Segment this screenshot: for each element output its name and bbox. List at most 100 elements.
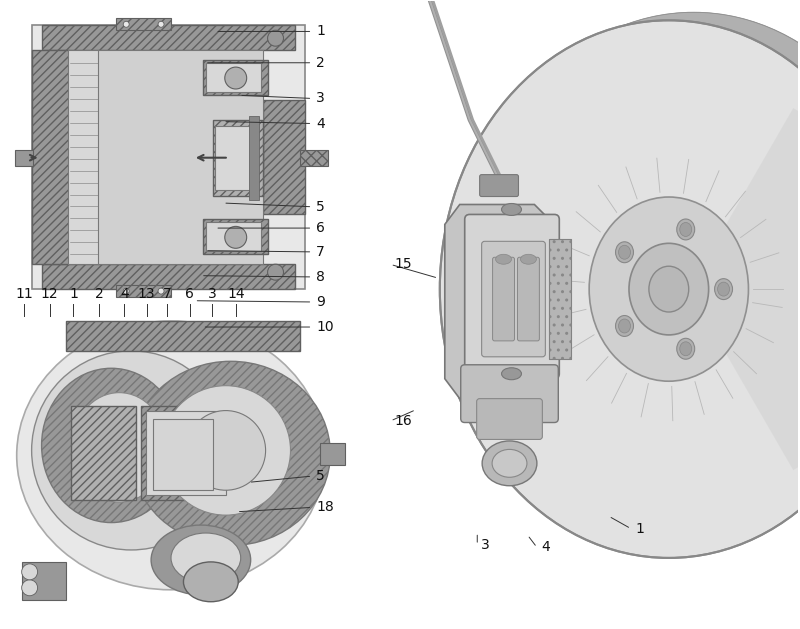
- Ellipse shape: [225, 67, 246, 89]
- Bar: [98, 50, 262, 264]
- FancyBboxPatch shape: [461, 365, 558, 423]
- Circle shape: [123, 288, 130, 294]
- Circle shape: [158, 21, 164, 27]
- Polygon shape: [445, 204, 550, 399]
- Ellipse shape: [492, 449, 527, 477]
- Bar: [550, 239, 571, 359]
- Ellipse shape: [502, 368, 522, 380]
- Text: 6: 6: [186, 287, 194, 301]
- Ellipse shape: [470, 13, 800, 535]
- Bar: [32, 25, 306, 289]
- Text: 18: 18: [316, 501, 334, 515]
- Text: 7: 7: [163, 287, 172, 301]
- Ellipse shape: [131, 361, 330, 545]
- Text: 14: 14: [227, 287, 245, 301]
- Ellipse shape: [714, 279, 733, 299]
- Text: 1: 1: [635, 521, 644, 536]
- Bar: [146, 411, 226, 495]
- Bar: [206, 63, 261, 92]
- Bar: [153, 418, 213, 490]
- FancyBboxPatch shape: [480, 175, 518, 196]
- Ellipse shape: [42, 368, 181, 523]
- Bar: [550, 239, 571, 359]
- Ellipse shape: [649, 266, 689, 312]
- Text: 1: 1: [69, 287, 78, 301]
- FancyBboxPatch shape: [477, 399, 542, 440]
- Bar: [66, 321, 301, 351]
- Bar: [213, 120, 262, 196]
- Ellipse shape: [186, 411, 266, 490]
- Text: 6: 6: [316, 221, 326, 235]
- Bar: [206, 223, 261, 251]
- Ellipse shape: [680, 223, 692, 237]
- FancyBboxPatch shape: [465, 214, 559, 379]
- Text: 15: 15: [394, 257, 412, 271]
- Bar: [116, 18, 171, 30]
- Text: 3: 3: [316, 91, 325, 106]
- Ellipse shape: [482, 441, 537, 486]
- Text: 12: 12: [41, 287, 58, 301]
- Bar: [32, 50, 70, 264]
- Ellipse shape: [495, 254, 511, 264]
- Text: 4: 4: [541, 540, 550, 554]
- Text: 13: 13: [138, 287, 155, 301]
- Circle shape: [267, 264, 283, 280]
- Wedge shape: [689, 108, 800, 470]
- Text: 2: 2: [316, 56, 325, 70]
- Ellipse shape: [225, 226, 246, 248]
- Polygon shape: [455, 13, 800, 212]
- Circle shape: [158, 288, 164, 294]
- Ellipse shape: [718, 282, 730, 296]
- Text: 2: 2: [94, 287, 103, 301]
- Bar: [141, 406, 236, 500]
- Bar: [69, 50, 100, 264]
- Bar: [320, 443, 346, 465]
- Ellipse shape: [183, 562, 238, 602]
- Bar: [42, 264, 295, 289]
- Ellipse shape: [618, 245, 630, 259]
- Text: 10: 10: [316, 320, 334, 334]
- Ellipse shape: [171, 533, 241, 583]
- Ellipse shape: [629, 243, 709, 335]
- Ellipse shape: [502, 204, 522, 216]
- Ellipse shape: [615, 242, 634, 263]
- Ellipse shape: [521, 254, 536, 264]
- Circle shape: [22, 564, 38, 580]
- FancyBboxPatch shape: [482, 242, 546, 357]
- Bar: [262, 100, 306, 214]
- Ellipse shape: [151, 525, 250, 595]
- Bar: [42, 25, 295, 50]
- Ellipse shape: [677, 219, 694, 240]
- Bar: [249, 116, 258, 199]
- Bar: [203, 60, 267, 95]
- Text: 4: 4: [120, 287, 129, 301]
- Bar: [71, 406, 136, 500]
- Text: 7: 7: [316, 245, 325, 259]
- Ellipse shape: [615, 316, 634, 337]
- Text: 3: 3: [208, 287, 217, 301]
- Text: 4: 4: [316, 116, 325, 130]
- Bar: [301, 150, 328, 165]
- Text: 11: 11: [15, 287, 33, 301]
- Circle shape: [123, 21, 130, 27]
- Bar: [203, 220, 267, 254]
- Text: 1: 1: [316, 25, 326, 38]
- Ellipse shape: [440, 20, 800, 558]
- FancyBboxPatch shape: [493, 257, 514, 341]
- Bar: [215, 126, 253, 189]
- Ellipse shape: [17, 321, 326, 590]
- Ellipse shape: [680, 342, 692, 356]
- Ellipse shape: [72, 392, 166, 502]
- Text: 8: 8: [316, 270, 326, 284]
- Text: 16: 16: [394, 414, 412, 428]
- Bar: [22, 562, 66, 599]
- Circle shape: [22, 580, 38, 596]
- Bar: [116, 285, 171, 297]
- Text: 9: 9: [316, 295, 326, 309]
- FancyBboxPatch shape: [518, 257, 539, 341]
- Text: 3: 3: [482, 538, 490, 552]
- Circle shape: [267, 30, 283, 46]
- Ellipse shape: [618, 319, 630, 333]
- Ellipse shape: [677, 338, 694, 359]
- Text: 5: 5: [316, 200, 325, 214]
